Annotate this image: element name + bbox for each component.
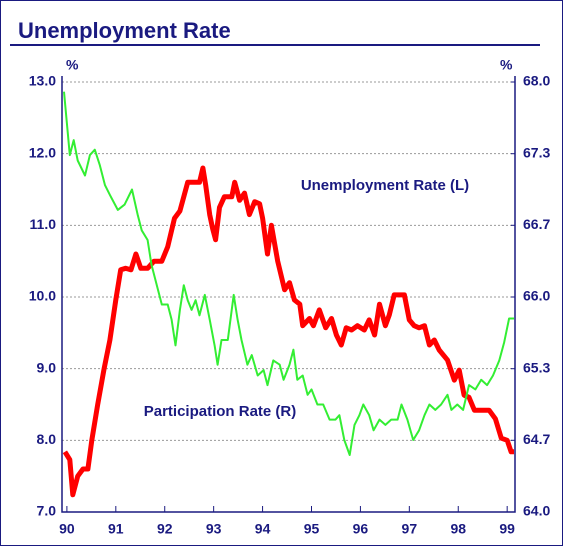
- x-tick-label: 93: [206, 521, 222, 537]
- y-unit: %: [66, 57, 79, 73]
- y2-tick-label: 65.3: [523, 359, 550, 375]
- series-label: Unemployment Rate (L): [301, 177, 469, 194]
- y2-tick-label: 64.7: [523, 431, 550, 447]
- y2-tick-label: 64.0: [523, 503, 550, 519]
- y-tick-label: 13.0: [29, 73, 56, 89]
- series-line: [63, 91, 514, 456]
- x-tick-label: 99: [499, 521, 515, 537]
- y-tick-label: 8.0: [37, 431, 57, 447]
- y2-tick-label: 67.3: [523, 144, 550, 160]
- y2-tick-label: 68.0: [523, 73, 550, 89]
- x-tick-label: 98: [450, 521, 466, 537]
- x-tick-label: 90: [59, 521, 75, 537]
- x-tick-label: 92: [157, 521, 173, 537]
- y2-unit: %: [500, 57, 513, 73]
- x-tick-label: 96: [353, 521, 369, 537]
- x-tick-label: 97: [402, 521, 418, 537]
- y-tick-label: 12.0: [29, 144, 56, 160]
- y2-tick-label: 66.7: [523, 216, 550, 232]
- x-tick-label: 95: [304, 521, 320, 537]
- y2-tick-label: 66.0: [523, 288, 550, 304]
- plot-frame: [61, 76, 516, 513]
- x-tick-label: 91: [108, 521, 124, 537]
- y-tick-label: 9.0: [37, 359, 57, 375]
- chart-title: Unemployment Rate: [18, 18, 231, 43]
- y-tick-label: 11.0: [30, 216, 57, 232]
- y-tick-label: 7.0: [37, 503, 57, 519]
- x-tick-label: 94: [255, 521, 271, 537]
- series-label: Participation Rate (R): [144, 403, 297, 420]
- series-line: [62, 165, 514, 498]
- y-tick-label: 10.0: [29, 288, 56, 304]
